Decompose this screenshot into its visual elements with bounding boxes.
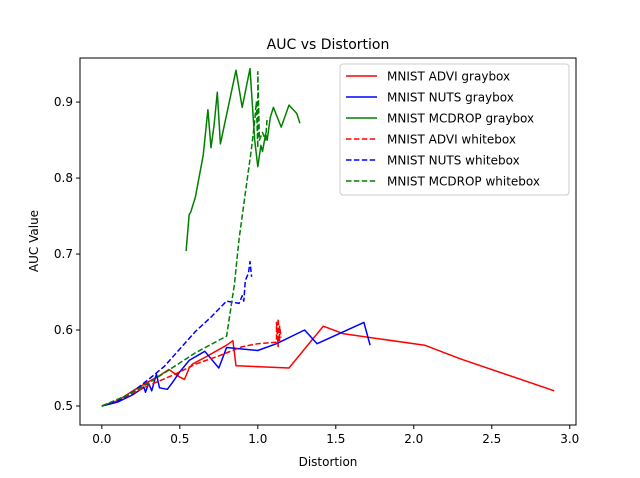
plot-series [101,67,555,407]
y-tick-label: 0.6 [54,323,73,337]
series-line-mnist-mcdrop-whitebox [101,70,268,407]
x-axis-title: Distortion [299,455,358,469]
legend-label-mnist-nuts-graybox: MNIST NUTS graybox [387,91,514,105]
y-axis: 0.5 0.6 0.7 0.8 0.9 [54,95,80,413]
legend-label-mnist-nuts-whitebox: MNIST NUTS whitebox [387,154,520,168]
legend-label-mnist-advi-whitebox: MNIST ADVI whitebox [387,133,516,147]
y-axis-title: AUC Value [27,210,41,272]
legend: MNIST ADVI graybox MNIST NUTS graybox MNIS… [339,63,570,196]
y-tick-label: 0.9 [54,95,73,109]
series-line-mnist-nuts-whitebox [101,260,253,407]
plot-frame [79,57,577,426]
x-tick-label: 0.5 [170,432,189,446]
x-tick-label: 2.5 [482,432,501,446]
legend-label-mnist-mcdrop-whitebox: MNIST MCDROP whitebox [387,175,540,189]
legend-label-mnist-mcdrop-graybox: MNIST MCDROP graybox [387,112,534,126]
x-tick-label: 3.0 [560,432,579,446]
x-tick-label: 0.0 [92,432,111,446]
x-tick-label: 1.0 [248,432,267,446]
y-tick-label: 0.8 [54,171,73,185]
series-line-mnist-mcdrop-graybox [185,67,301,252]
x-tick-label: 1.5 [326,432,345,446]
legend-label-mnist-advi-graybox: MNIST ADVI graybox [387,70,510,84]
y-tick-label: 0.5 [54,399,73,413]
series-line-mnist-advi-whitebox [101,317,282,407]
chart-title: AUC vs Distortion [267,37,390,53]
y-tick-label: 0.7 [54,247,73,261]
x-tick-label: 2.0 [404,432,423,446]
legend-box [339,63,570,196]
x-axis: 0.0 0.5 1.0 1.5 2.0 2.5 3.0 [92,425,579,446]
